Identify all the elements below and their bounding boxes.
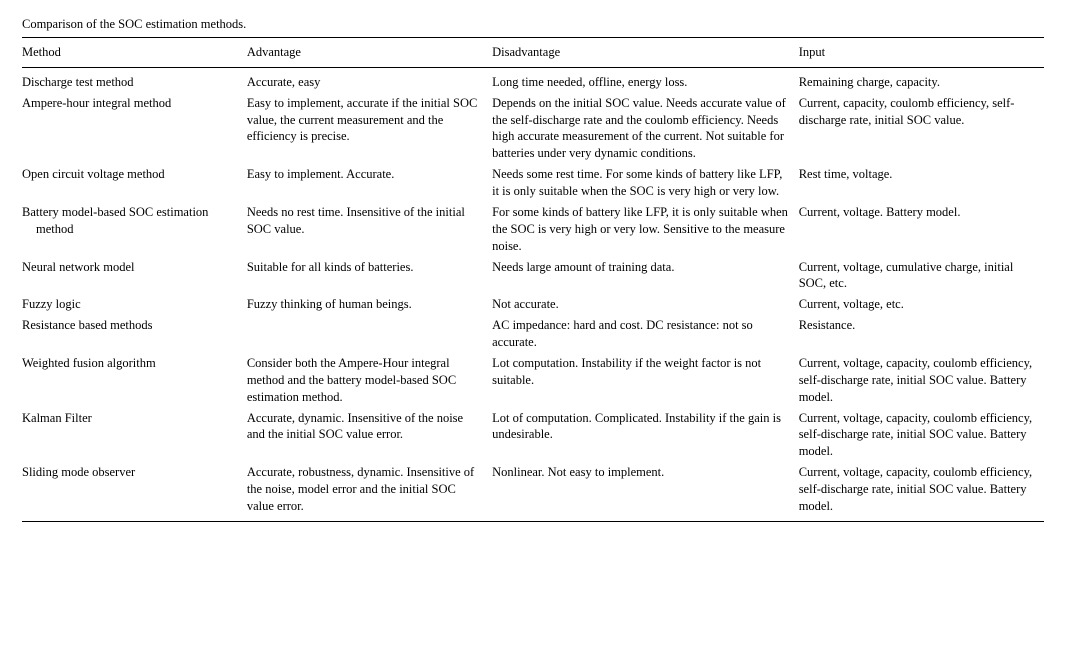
col-advantage: Advantage	[247, 37, 492, 67]
cell-disadvantage: Lot of computation. Complicated. Instabi…	[492, 408, 799, 463]
cell-method: Ampere-hour integral method	[22, 93, 247, 165]
table-row: Neural network modelSuitable for all kin…	[22, 257, 1044, 295]
cell-disadvantage: Nonlinear. Not easy to implement.	[492, 462, 799, 521]
cell-input: Current, voltage. Battery model.	[799, 202, 1044, 257]
cell-advantage: Consider both the Ampere-Hour integral m…	[247, 353, 492, 408]
table-row: Kalman FilterAccurate, dynamic. Insensit…	[22, 408, 1044, 463]
cell-method: Fuzzy logic	[22, 294, 247, 315]
cell-method: Open circuit voltage method	[22, 164, 247, 202]
cell-input: Current, voltage, capacity, coulomb effi…	[799, 408, 1044, 463]
cell-input: Rest time, voltage.	[799, 164, 1044, 202]
cell-method: Sliding mode observer	[22, 462, 247, 521]
cell-advantage: Accurate, dynamic. Insensitive of the no…	[247, 408, 492, 463]
cell-advantage: Accurate, robustness, dynamic. Insensiti…	[247, 462, 492, 521]
cell-advantage: Suitable for all kinds of batteries.	[247, 257, 492, 295]
cell-input: Current, voltage, cumulative charge, ini…	[799, 257, 1044, 295]
table-title: Comparison of the SOC estimation methods…	[22, 16, 1044, 33]
table-row: Sliding mode observerAccurate, robustnes…	[22, 462, 1044, 521]
cell-disadvantage: Needs some rest time. For some kinds of …	[492, 164, 799, 202]
cell-method: Weighted fusion algorithm	[22, 353, 247, 408]
comparison-table: Method Advantage Disadvantage Input Disc…	[22, 37, 1044, 522]
table-row: Battery model-based SOC estimation metho…	[22, 202, 1044, 257]
cell-disadvantage: Long time needed, offline, energy loss.	[492, 67, 799, 92]
table-row: Resistance based methods AC impedance: ha…	[22, 315, 1044, 353]
table-row: Ampere-hour integral methodEasy to imple…	[22, 93, 1044, 165]
col-disadvantage: Disadvantage	[492, 37, 799, 67]
col-input: Input	[799, 37, 1044, 67]
cell-input: Current, voltage, capacity, coulomb effi…	[799, 462, 1044, 521]
cell-disadvantage: For some kinds of battery like LFP, it i…	[492, 202, 799, 257]
cell-disadvantage: Lot computation. Instability if the weig…	[492, 353, 799, 408]
cell-input: Current, voltage, capacity, coulomb effi…	[799, 353, 1044, 408]
header-row: Method Advantage Disadvantage Input	[22, 37, 1044, 67]
cell-method: Kalman Filter	[22, 408, 247, 463]
table-row: Weighted fusion algorithmConsider both t…	[22, 353, 1044, 408]
table-row: Discharge test methodAccurate, easyLong …	[22, 67, 1044, 92]
cell-disadvantage: Depends on the initial SOC value. Needs …	[492, 93, 799, 165]
cell-advantage: Accurate, easy	[247, 67, 492, 92]
cell-disadvantage: Needs large amount of training data.	[492, 257, 799, 295]
cell-method: Neural network model	[22, 257, 247, 295]
cell-advantage	[247, 315, 492, 353]
table-row: Open circuit voltage methodEasy to imple…	[22, 164, 1044, 202]
table-row: Fuzzy logicFuzzy thinking of human being…	[22, 294, 1044, 315]
cell-disadvantage: AC impedance: hard and cost. DC resistan…	[492, 315, 799, 353]
cell-method: Discharge test method	[22, 67, 247, 92]
cell-advantage: Fuzzy thinking of human beings.	[247, 294, 492, 315]
cell-method: Resistance based methods	[22, 315, 247, 353]
cell-input: Current, voltage, etc.	[799, 294, 1044, 315]
cell-advantage: Easy to implement. Accurate.	[247, 164, 492, 202]
cell-method: Battery model-based SOC estimation metho…	[22, 202, 247, 257]
cell-disadvantage: Not accurate.	[492, 294, 799, 315]
cell-advantage: Needs no rest time. Insensitive of the i…	[247, 202, 492, 257]
col-method: Method	[22, 37, 247, 67]
cell-input: Remaining charge, capacity.	[799, 67, 1044, 92]
cell-advantage: Easy to implement, accurate if the initi…	[247, 93, 492, 165]
cell-input: Current, capacity, coulomb efficiency, s…	[799, 93, 1044, 165]
cell-input: Resistance.	[799, 315, 1044, 353]
